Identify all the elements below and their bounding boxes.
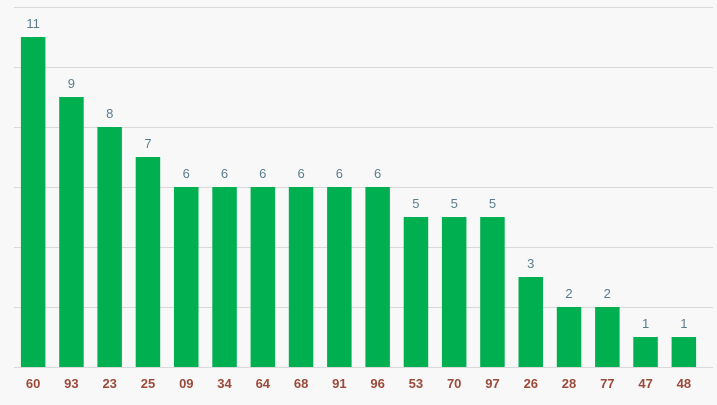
value-label-53: 5 — [412, 196, 419, 211]
tick-label-09: 09 — [179, 376, 193, 391]
bar-70 — [441, 217, 467, 367]
bar-34 — [212, 187, 237, 367]
tick-label-64: 64 — [256, 376, 271, 391]
bar-68 — [288, 187, 314, 367]
bar-97 — [480, 217, 505, 367]
value-label-97: 5 — [489, 196, 496, 211]
bar-77 — [595, 307, 620, 367]
tick-label-34: 34 — [217, 376, 232, 391]
bar-91 — [327, 187, 352, 367]
bar-48 — [671, 337, 697, 367]
tick-label-53: 53 — [409, 376, 423, 391]
value-label-91: 6 — [336, 166, 343, 181]
value-label-70: 5 — [451, 196, 458, 211]
tick-label-25: 25 — [141, 376, 155, 391]
value-label-93: 9 — [68, 76, 75, 91]
bar-60 — [20, 37, 46, 367]
tick-label-48: 48 — [677, 376, 691, 391]
value-label-09: 6 — [183, 166, 190, 181]
tick-label-91: 91 — [332, 376, 346, 391]
tick-label-47: 47 — [638, 376, 652, 391]
bar-25 — [135, 157, 161, 367]
bars — [20, 37, 697, 367]
value-label-60: 11 — [26, 16, 40, 31]
value-label-26: 3 — [527, 256, 534, 271]
bar-96 — [365, 187, 390, 367]
bar-23 — [97, 127, 122, 367]
tick-label-23: 23 — [102, 376, 116, 391]
bar-53 — [403, 217, 429, 367]
tick-label-93: 93 — [64, 376, 78, 391]
value-label-64: 6 — [259, 166, 266, 181]
bar-09 — [174, 187, 199, 367]
value-label-77: 2 — [604, 286, 611, 301]
value-label-28: 2 — [565, 286, 572, 301]
tick-label-68: 68 — [294, 376, 308, 391]
tick-label-26: 26 — [524, 376, 538, 391]
grid-lines — [14, 7, 713, 368]
value-label-47: 1 — [642, 316, 649, 331]
value-label-23: 8 — [106, 106, 113, 121]
bar-64 — [250, 187, 276, 367]
tick-label-96: 96 — [370, 376, 384, 391]
tick-label-28: 28 — [562, 376, 576, 391]
bar-26 — [518, 277, 543, 367]
bar-47 — [633, 337, 658, 367]
bar-93 — [59, 97, 84, 367]
tick-label-77: 77 — [600, 376, 614, 391]
value-label-48: 1 — [680, 316, 687, 331]
value-label-25: 7 — [144, 136, 151, 151]
x-tick-labels: 60 93 23 25 09 34 64 68 91 96 53 70 97 26 28 77 47 48 — [26, 376, 691, 391]
bar-28 — [556, 307, 582, 367]
tick-label-97: 97 — [485, 376, 499, 391]
value-label-96: 6 — [374, 166, 381, 181]
tick-label-60: 60 — [26, 376, 40, 391]
value-label-34: 6 — [221, 166, 228, 181]
tick-label-70: 70 — [447, 376, 461, 391]
value-label-68: 6 — [297, 166, 304, 181]
